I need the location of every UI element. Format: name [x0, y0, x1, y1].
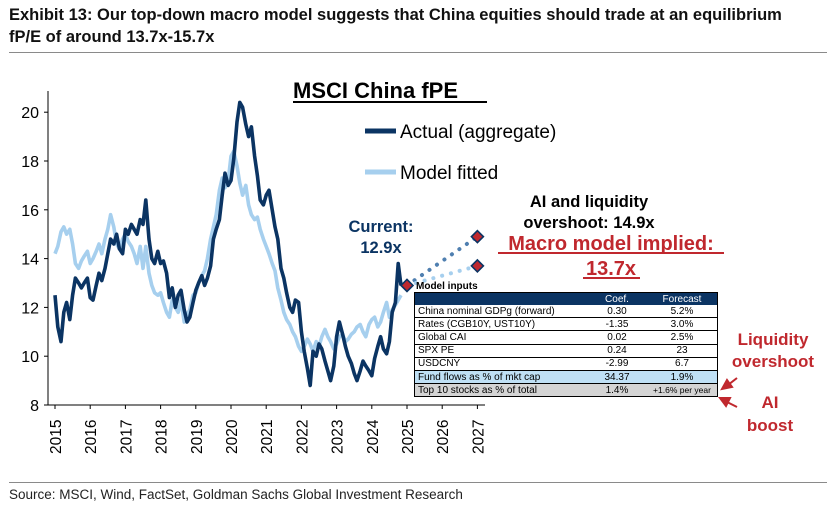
row-forecast: 23: [647, 344, 718, 358]
table-row-fund-flows: Fund flows as % of mkt cap 34.37 1.9%: [414, 370, 718, 385]
ai-overshoot-label-line1: AI and liquidity: [530, 193, 649, 211]
y-tick-label: 8: [30, 398, 39, 415]
row-coef: -1.35: [587, 317, 647, 332]
row-name: USDCNY: [414, 357, 587, 371]
x-tick-label: 2021: [259, 420, 276, 454]
y-tick-label: 16: [21, 203, 39, 220]
ai-boost-line2: boost: [747, 416, 794, 435]
diamond-marker: [399, 278, 415, 293]
table-row: SPX PE 0.24 23: [414, 344, 718, 358]
row-forecast: +1.6% per year: [647, 383, 718, 398]
current-value: 12.9x: [360, 239, 402, 257]
row-name: SPX PE: [414, 344, 587, 358]
row-forecast: 6.7: [647, 357, 718, 371]
x-tick-label: 2023: [330, 420, 347, 454]
table-row: USDCNY -2.99 6.7: [414, 357, 718, 371]
table-row: Global CAI 0.02 2.5%: [414, 330, 718, 345]
y-tick-label: 20: [21, 105, 39, 122]
exhibit-title: Exhibit 13: Our top-down macro model sug…: [9, 6, 782, 46]
row-coef: 0.02: [587, 330, 647, 345]
current-label: Current:: [348, 218, 413, 236]
model-inputs-table: Coef. Forecast China nominal GDPg (forwa…: [414, 292, 718, 398]
x-tick-label: 2026: [435, 420, 452, 454]
ai-boost-line1: AI: [762, 393, 779, 412]
chart-title: MSCI China fPE: [293, 78, 458, 103]
legend-actual-label: Actual (aggregate): [400, 122, 556, 143]
row-name: Rates (CGB10Y, UST10Y): [414, 317, 587, 332]
liquidity-overshoot-line1: Liquidity: [738, 330, 809, 349]
table-header: [414, 292, 587, 305]
y-tick-label: 12: [21, 300, 39, 317]
ai-boost-arrow: [718, 397, 738, 408]
table-header-row: Coef. Forecast: [414, 292, 718, 305]
actual-series: [53, 100, 403, 388]
x-tick-label: 2024: [365, 419, 382, 454]
projection-line: [405, 263, 480, 288]
x-tick-label: 2025: [400, 420, 417, 454]
source-note: Source: MSCI, Wind, FactSet, Goldman Sac…: [9, 487, 463, 502]
liquidity-overshoot-line2: overshoot: [732, 352, 815, 371]
row-name: Fund flows as % of mkt cap: [414, 370, 587, 385]
x-tick-label: 2020: [224, 419, 241, 454]
table-row-top10: Top 10 stocks as % of total 1.4% +1.6% p…: [414, 383, 718, 398]
diamond-marker: [470, 258, 485, 274]
table-row: Rates (CGB10Y, UST10Y) -1.35 3.0%: [414, 317, 718, 332]
row-coef: -2.99: [587, 357, 647, 371]
x-tick-label: 2027: [470, 420, 487, 454]
row-coef: 1.4%: [587, 383, 647, 398]
macro-implied-label-line2: 13.7x: [586, 258, 636, 280]
projection-line: [405, 234, 480, 288]
bottom-rule: [9, 482, 827, 483]
row-coef: 0.30: [587, 305, 647, 319]
x-tick-label: 2016: [83, 420, 100, 454]
top-rule: [9, 52, 827, 53]
x-tick-label: 2022: [294, 420, 311, 454]
row-forecast: 2.5%: [647, 330, 718, 345]
table-header: Coef.: [587, 292, 647, 305]
x-tick-label: 2019: [189, 420, 206, 454]
model-inputs-title: Model inputs: [416, 281, 478, 292]
table-row: China nominal GDPg (forward) 0.30 5.2%: [414, 305, 718, 319]
row-coef: 0.24: [587, 344, 647, 358]
y-tick-label: 14: [21, 252, 39, 269]
row-forecast: 3.0%: [647, 317, 718, 332]
row-coef: 34.37: [587, 370, 647, 385]
ai-overshoot-label-line2: overshoot: 14.9x: [523, 214, 655, 232]
row-forecast: 1.9%: [647, 370, 718, 385]
row-forecast: 5.2%: [647, 305, 718, 319]
row-name: Top 10 stocks as % of total: [414, 383, 587, 398]
x-tick-label: 2018: [154, 420, 171, 454]
x-tick-label: 2017: [118, 420, 135, 454]
diamond-marker: [470, 229, 485, 244]
liquidity-arrow: [720, 377, 738, 391]
y-tick-label: 18: [21, 154, 39, 171]
macro-implied-label-line1: Macro model implied:: [508, 233, 714, 255]
y-tick-label: 10: [21, 349, 39, 366]
legend-model-label: Model fitted: [400, 163, 498, 184]
x-tick-label: 2015: [48, 420, 65, 454]
table-header: Forecast: [647, 292, 718, 305]
row-name: China nominal GDPg (forward): [414, 305, 587, 319]
row-name: Global CAI: [414, 330, 587, 345]
